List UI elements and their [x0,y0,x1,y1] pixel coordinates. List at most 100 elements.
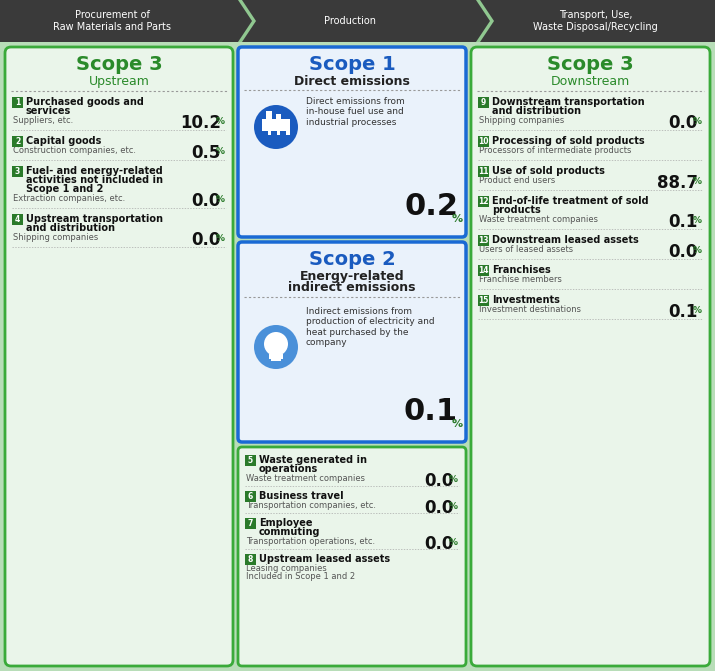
Text: %: % [449,475,458,484]
Text: 11: 11 [478,167,489,176]
FancyBboxPatch shape [478,196,489,207]
Text: %: % [216,117,225,126]
Text: 9: 9 [481,98,486,107]
Text: %: % [693,246,702,255]
FancyBboxPatch shape [245,554,256,565]
Text: 5: 5 [248,456,253,465]
Text: Indirect emissions from
production of electricity and
heat purchased by the
comp: Indirect emissions from production of el… [306,307,435,347]
Text: Franchise members: Franchise members [479,275,562,284]
Text: %: % [452,419,463,429]
Text: Scope 2: Scope 2 [309,250,395,269]
FancyBboxPatch shape [12,136,23,147]
Text: Waste treatment companies: Waste treatment companies [246,474,365,483]
Text: Energy-related: Energy-related [300,270,404,283]
Text: Construction companies, etc.: Construction companies, etc. [13,146,136,155]
Text: and distribution: and distribution [492,106,581,116]
Text: Scope 1 and 2: Scope 1 and 2 [26,184,104,194]
Text: Franchises: Franchises [492,265,551,275]
FancyBboxPatch shape [12,166,23,177]
Text: Purchased goods and: Purchased goods and [26,97,144,107]
Text: Downstream transportation: Downstream transportation [492,97,645,107]
Text: Production: Production [324,16,376,26]
Text: %: % [216,147,225,156]
Text: Upstream: Upstream [89,75,149,88]
Text: Leasing companies: Leasing companies [246,564,327,573]
Text: 0.1: 0.1 [669,213,698,231]
Text: 13: 13 [478,236,489,245]
Text: 7: 7 [248,519,253,528]
Text: %: % [449,502,458,511]
Polygon shape [476,0,715,42]
Text: 0.0: 0.0 [425,535,454,553]
Bar [0,0,715,42]
Circle shape [254,325,298,369]
Text: Investment destinations: Investment destinations [479,305,581,314]
Text: Scope 3: Scope 3 [547,55,633,74]
Polygon shape [0,0,238,42]
Bar [271,358,281,361]
Text: Direct emissions: Direct emissions [294,75,410,88]
Text: Product end users: Product end users [479,176,556,185]
Text: Transportation companies, etc.: Transportation companies, etc. [246,501,376,510]
Text: %: % [693,306,702,315]
Text: 10.2: 10.2 [180,114,221,132]
Text: 0.5: 0.5 [192,144,221,162]
Polygon shape [238,0,256,42]
Text: Suppliers, etc.: Suppliers, etc. [13,116,73,125]
Text: commuting: commuting [259,527,320,537]
FancyBboxPatch shape [245,518,256,529]
Bar [276,114,281,121]
Text: Users of leased assets: Users of leased assets [479,245,573,254]
FancyBboxPatch shape [478,136,489,147]
Text: Scope 3: Scope 3 [76,55,162,74]
Text: 4: 4 [15,215,20,224]
Bar [271,131,277,135]
Text: 0.0: 0.0 [669,114,698,132]
FancyBboxPatch shape [245,455,256,466]
FancyBboxPatch shape [478,97,489,108]
Text: Transportation operations, etc.: Transportation operations, etc. [246,537,375,546]
Text: Direct emissions from
in-house fuel use and
industrial processes: Direct emissions from in-house fuel use … [306,97,405,127]
Text: and distribution: and distribution [26,223,115,233]
Text: Transport, Use,
Waste Disposal/Recycling: Transport, Use, Waste Disposal/Recycling [533,10,658,32]
FancyBboxPatch shape [478,166,489,177]
Text: Upstream leased assets: Upstream leased assets [259,554,390,564]
FancyBboxPatch shape [238,47,466,237]
Text: 12: 12 [478,197,489,206]
Bar [269,354,283,359]
Text: 0.1: 0.1 [669,303,698,321]
Bar [262,131,268,135]
Text: 0.0: 0.0 [425,472,454,490]
Polygon shape [238,0,476,42]
Text: Investments: Investments [492,295,560,305]
Text: End-of-life treatment of sold: End-of-life treatment of sold [492,196,649,206]
FancyBboxPatch shape [12,214,23,225]
Text: operations: operations [259,464,318,474]
Text: 88.7: 88.7 [657,174,698,192]
Text: %: % [449,538,458,547]
Text: activities not included in: activities not included in [26,175,163,185]
Text: %: % [452,214,463,224]
FancyBboxPatch shape [478,295,489,306]
Text: Scope 1: Scope 1 [309,55,395,74]
Text: 15: 15 [478,296,488,305]
Text: services: services [26,106,72,116]
Text: Upstream transportation: Upstream transportation [26,214,163,224]
Text: Shipping companies: Shipping companies [479,116,564,125]
FancyBboxPatch shape [245,491,256,502]
Text: Business travel: Business travel [259,491,344,501]
Text: Procurement of
Raw Materials and Parts: Procurement of Raw Materials and Parts [53,10,171,32]
Text: Waste generated in: Waste generated in [259,455,367,465]
Bar [266,111,272,121]
Text: Use of sold products: Use of sold products [492,166,605,176]
Text: products: products [492,205,541,215]
Text: indirect emissions: indirect emissions [288,281,415,294]
Text: 0.0: 0.0 [669,243,698,261]
Text: 0.0: 0.0 [192,192,221,210]
Text: Waste treatment companies: Waste treatment companies [479,215,598,224]
Text: %: % [693,117,702,126]
Text: 3: 3 [15,167,20,176]
FancyBboxPatch shape [478,235,489,246]
Text: 2: 2 [15,137,20,146]
Text: Extraction companies, etc.: Extraction companies, etc. [13,194,125,203]
